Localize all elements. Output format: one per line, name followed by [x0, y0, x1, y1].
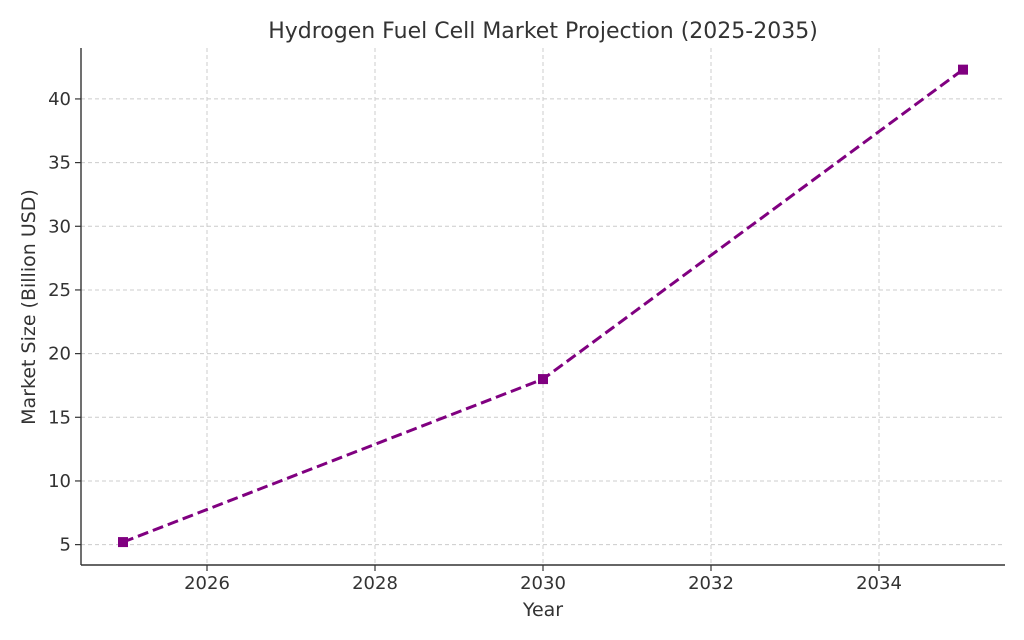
y-tick-label: 10 — [48, 471, 71, 492]
grid-layer — [81, 48, 1005, 565]
y-tick-label: 30 — [48, 216, 71, 237]
x-tick-label: 2026 — [184, 573, 230, 594]
data-point-marker — [538, 374, 548, 385]
x-tick-label: 2034 — [856, 573, 902, 594]
y-tick-label: 20 — [48, 344, 71, 365]
x-tick-label: 2028 — [352, 573, 398, 594]
chart-title: Hydrogen Fuel Cell Market Projection (20… — [268, 19, 818, 44]
y-tick-label: 5 — [60, 535, 71, 556]
y-tick-label: 15 — [48, 407, 71, 428]
ticks-layer: 2026 2028 2030 2032 2034 5 10 15 20 25 30 35 40 — [48, 89, 902, 594]
x-tick-label: 2032 — [688, 573, 734, 594]
series-layer — [118, 64, 968, 548]
y-axis-title: Market Size (Billion USD) — [18, 189, 40, 425]
y-tick-label: 35 — [48, 153, 71, 174]
data-point-marker — [118, 537, 128, 548]
y-tick-label: 25 — [48, 280, 71, 301]
x-tick-label: 2030 — [520, 573, 566, 594]
y-tick-label: 40 — [48, 89, 71, 110]
x-axis-title: Year — [522, 599, 563, 621]
data-point-marker — [958, 64, 968, 75]
